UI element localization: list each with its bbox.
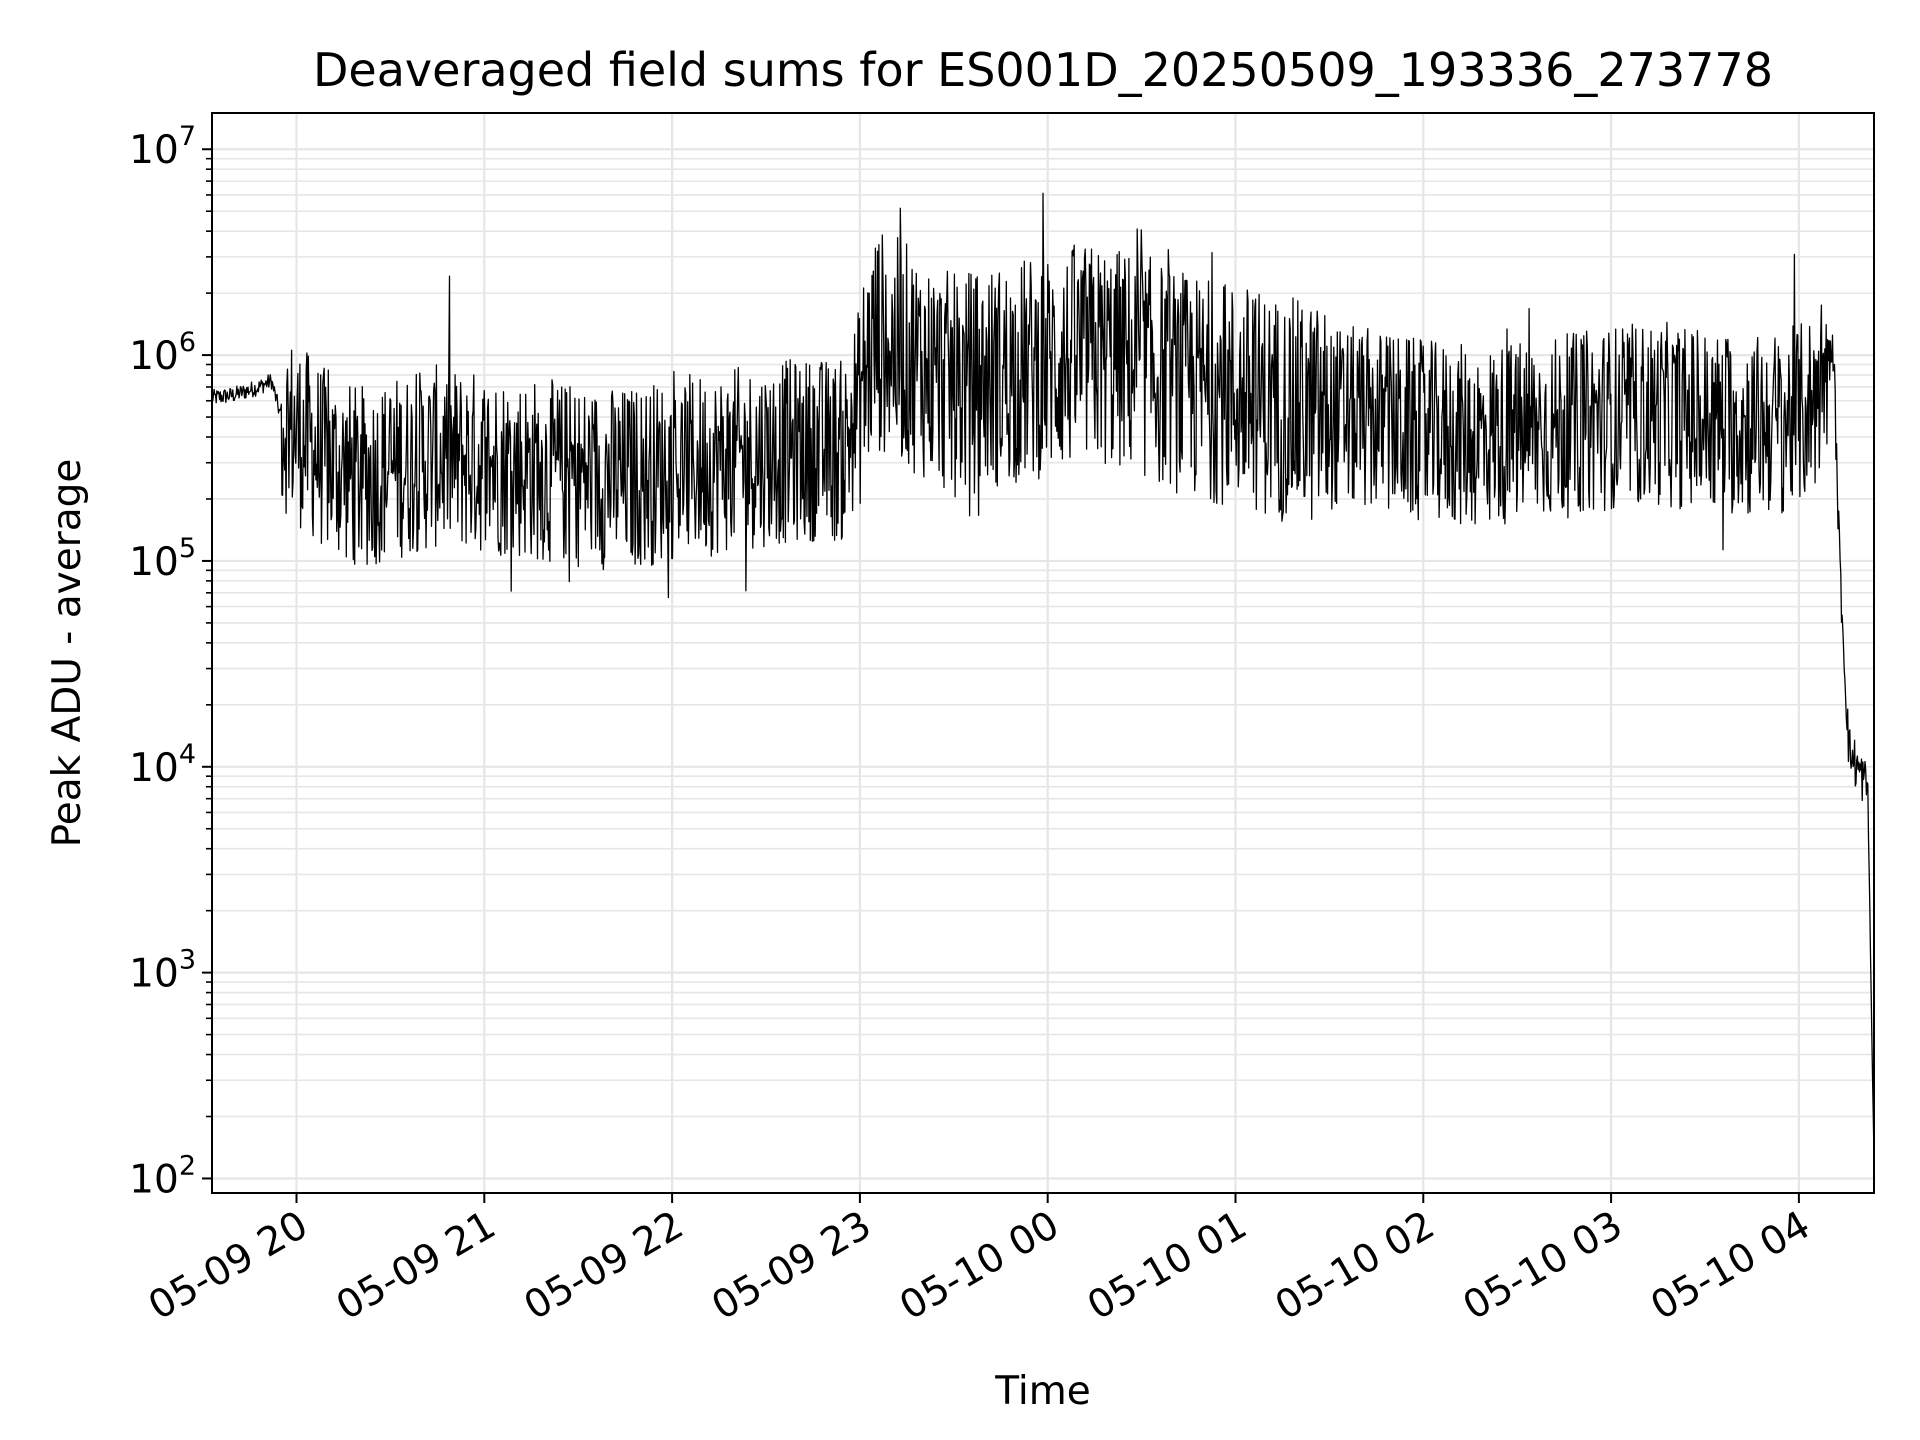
y-tick-label: 103 (129, 945, 196, 997)
data-layer (211, 192, 1875, 1159)
y-axis: 102 103 104 105 106 107 (129, 121, 212, 1202)
y-tick-label: 106 (129, 327, 196, 379)
chart-title: Deaveraged field sums for ES001D_2025050… (313, 43, 1773, 97)
y-tick-label: 107 (129, 121, 196, 173)
y-axis-label: Peak ADU - average (45, 459, 90, 848)
plot-area (211, 112, 1875, 1194)
y-tick-label: 105 (129, 533, 196, 585)
y-tick-label: 104 (129, 739, 196, 791)
grid (212, 113, 1874, 1193)
x-axis-label: Time (994, 1369, 1090, 1414)
series-line (211, 192, 1875, 1159)
y-tick-label: 102 (129, 1150, 196, 1202)
